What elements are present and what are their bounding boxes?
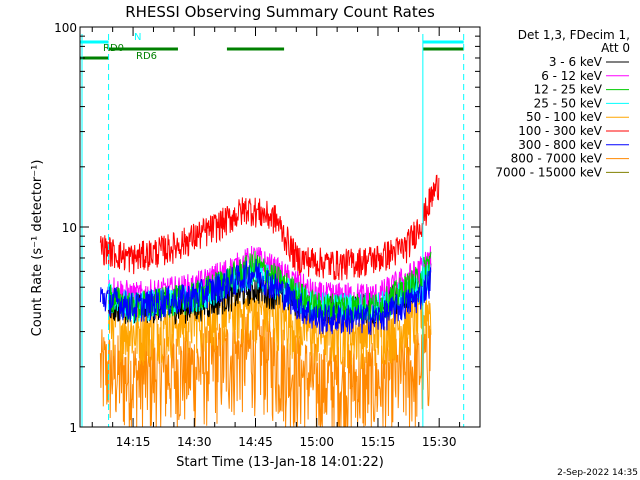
series-line	[99, 258, 431, 336]
x-tick-label: 14:30	[177, 435, 212, 449]
legend-entry-label: 100 - 300 keV	[518, 124, 602, 138]
legend-entry-label: 12 - 25 keV	[534, 83, 603, 97]
date-stamp: 2-Sep-2022 14:35	[557, 468, 638, 478]
axes: 14:15 14:30 14:45 15:00 15:15 15:30 1 10 100	[54, 21, 481, 449]
x-tick-label: 15:15	[361, 435, 396, 449]
x-tick-label: 15:30	[422, 435, 457, 449]
series-line	[99, 174, 440, 281]
y-axis-label: Count Rate (s⁻¹ detector⁻¹)	[30, 160, 45, 337]
legend-entry-label: 25 - 50 keV	[534, 96, 603, 110]
flag-label: N	[134, 32, 141, 43]
x-axis-label: Start Time (13-Jan-18 14:01:22)	[176, 455, 384, 470]
x-tick-label: 14:45	[238, 435, 273, 449]
chart-title: RHESSI Observing Summary Count Rates	[125, 3, 435, 21]
legend-header-line-1: Det 1,3, FDecim 1,	[518, 28, 630, 42]
series-line	[108, 283, 432, 369]
series-line	[99, 310, 431, 428]
x-tick-label: 15:00	[299, 435, 334, 449]
legend-entry-label: 50 - 100 keV	[526, 110, 603, 124]
y-tick-label: 1	[69, 421, 77, 435]
y-tick-label: 10	[62, 221, 77, 235]
legend-entry-label: 7000 - 15000 keV	[495, 165, 602, 179]
y-tick-label: 100	[54, 21, 77, 35]
plot-area	[99, 174, 440, 428]
legend-entry-label: 3 - 6 keV	[549, 55, 603, 69]
legend-header-line-2: Att 0	[601, 41, 630, 55]
flag-label: RD6	[136, 51, 157, 62]
legend-entry-label: 800 - 7000 keV	[511, 152, 603, 166]
legend-entry-label: 6 - 12 keV	[541, 69, 603, 83]
x-tick-label: 14:15	[116, 435, 151, 449]
legend-entry-label: 300 - 800 keV	[518, 138, 602, 152]
